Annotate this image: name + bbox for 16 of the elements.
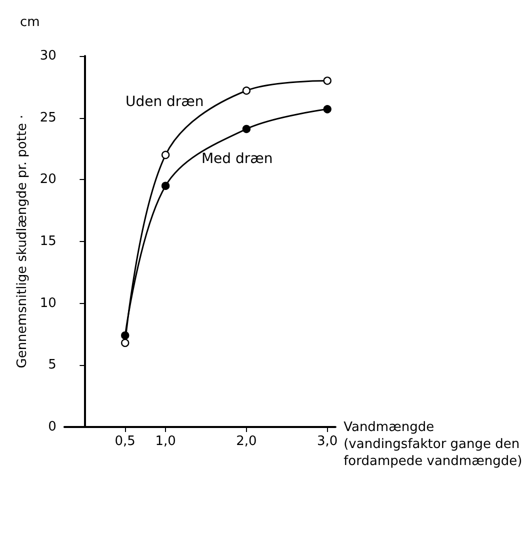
x-tick-label: 1,0 [155,434,176,449]
y-tick-label: 30 [40,48,56,64]
x-tick-label: 3,0 [317,434,338,449]
series-label: Med dræn [201,150,273,167]
y-tick-label: 20 [40,172,56,188]
y-tick-label: 10 [40,296,56,311]
series-label: Uden dræn [125,94,204,110]
x-tick-label: 0,5 [114,434,136,449]
y-axis-title: Gennemsnitlige skudlængde pr. potte · [15,114,30,368]
x-tick-label: 2,0 [236,434,257,449]
y-tick-label: 5 [48,358,56,373]
y-tick-label: 0 [48,420,56,434]
text: cm [20,15,40,30]
x-axis-title: Vandmængde (vandingsfaktor gange den fordampede vandmængde) [344,420,522,469]
y-tick-label: 25 [40,110,56,126]
y-tick-label: 15 [40,234,56,249]
